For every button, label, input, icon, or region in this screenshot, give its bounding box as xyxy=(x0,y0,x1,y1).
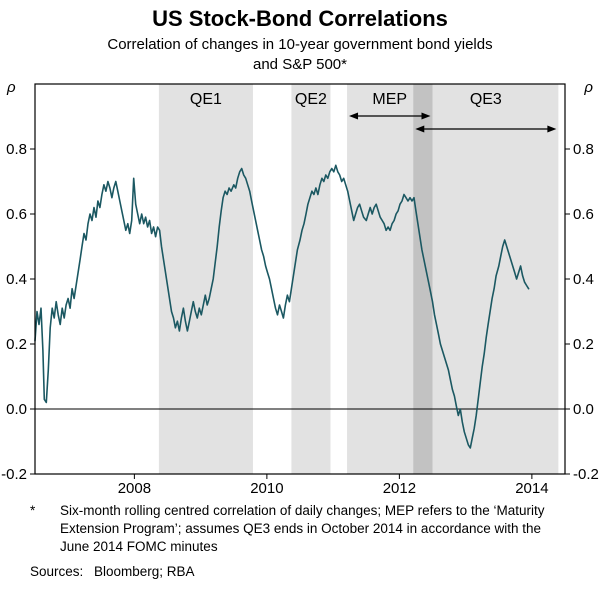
y-tick-label-right: -0.2 xyxy=(573,466,599,483)
page-title: US Stock-Bond Correlations xyxy=(152,6,448,31)
y-tick-label-left: 0.8 xyxy=(6,141,27,158)
sources-text: Bloomberg; RBA xyxy=(94,563,195,579)
y-tick-label-right: 0.2 xyxy=(573,336,594,353)
footnote-text: Six-month rolling centred correlation of… xyxy=(60,503,545,555)
y-tick-label-left: 0.0 xyxy=(6,401,27,418)
chart-subtitle-line-2: and S&P 500* xyxy=(253,55,347,73)
band-label-qe2: QE2 xyxy=(295,91,327,108)
footnote-marker: * xyxy=(30,503,36,519)
band-qe2 xyxy=(291,84,331,475)
band-overlap-mep-qe3 xyxy=(413,84,433,475)
y-tick-label-right: 0.8 xyxy=(573,141,594,158)
y-tick-label-left: -0.2 xyxy=(1,466,27,483)
y-tick-label-right: 0.4 xyxy=(573,271,594,288)
correlation-series-line xyxy=(34,164,530,450)
chart-area: -0.2 -0.2 0.0 0.0 0.2 0.2 0.4 0.4 0.6 0.6 0.8 0.8 20… xyxy=(0,76,600,497)
y-tick-label-right: 0.6 xyxy=(573,206,594,223)
arrow-mep-head-right xyxy=(421,112,431,120)
band-label-mep: MEP xyxy=(372,91,407,108)
arrow-qe3-head-right xyxy=(547,125,557,133)
x-tick-label: 2012 xyxy=(383,480,416,496)
chart-canvas: -0.2 -0.2 0.0 0.0 0.2 0.2 0.4 0.4 0.6 0.6 0.8 0.8 20… xyxy=(1,79,599,497)
band-label-qe1: QE1 xyxy=(190,91,222,108)
x-tick-label: 2014 xyxy=(515,480,548,496)
chart-subtitle-line-1: Correlation of changes in 10-year govern… xyxy=(107,36,493,54)
x-tick-label: 2010 xyxy=(250,480,283,496)
sources-label: Sources: xyxy=(30,563,84,579)
rho-symbol-right: ρ xyxy=(583,79,593,96)
footnote: * Six-month rolling centred correlation … xyxy=(0,496,600,555)
rho-symbol-left: ρ xyxy=(6,79,16,96)
y-tick-label-left: 0.4 xyxy=(6,271,27,288)
band-qe3 xyxy=(413,84,559,475)
y-tick-label-right: 0.0 xyxy=(573,401,594,418)
arrow-mep-head-left xyxy=(349,112,359,120)
sources: Sources: Bloomberg; RBA xyxy=(0,556,600,579)
band-qe1 xyxy=(158,84,253,475)
y-tick-label-left: 0.2 xyxy=(6,336,27,353)
chart-subtitle: Correlation of changes in 10-year govern… xyxy=(0,35,600,74)
band-label-qe3: QE3 xyxy=(470,91,502,108)
x-tick-label: 2008 xyxy=(118,480,151,496)
arrow-qe3-head-left xyxy=(415,125,425,133)
y-tick-label-left: 0.6 xyxy=(6,206,27,223)
plot-frame xyxy=(34,83,566,475)
